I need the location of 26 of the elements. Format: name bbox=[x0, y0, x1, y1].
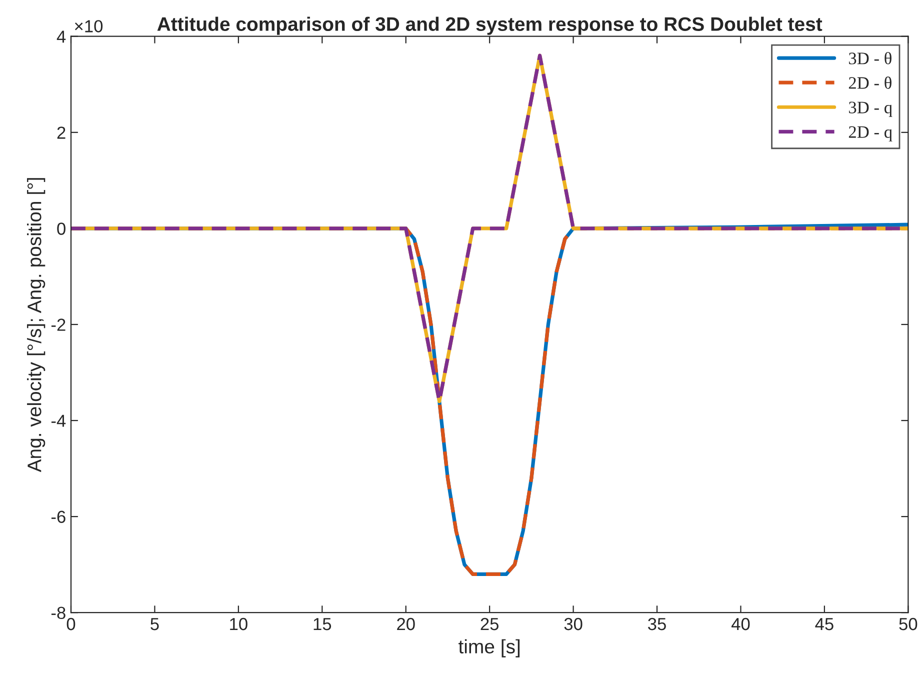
legend-label: 2D - θ bbox=[848, 76, 892, 89]
y-axis-title: Ang. velocity [°/s]; Ang. position [°] bbox=[27, 178, 46, 472]
x-tick-label: 45 bbox=[815, 618, 834, 630]
x-axis-title: time [s] bbox=[458, 639, 520, 658]
y-tick-label: -4 bbox=[51, 414, 66, 427]
y-tick-label: 0 bbox=[57, 222, 66, 235]
x-tick-label: 20 bbox=[397, 618, 415, 630]
y-tick-label: -6 bbox=[51, 510, 66, 524]
y-tick-label: 2 bbox=[57, 126, 66, 139]
text: ×10 bbox=[74, 20, 103, 32]
chart-title: Attitude comparison of 3D and 2D system response to RCS Doublet test bbox=[157, 16, 822, 35]
y-tick-label: -8 bbox=[51, 606, 66, 620]
legend-label: 2D - q bbox=[848, 126, 892, 142]
x-tick-label: 50 bbox=[899, 618, 918, 630]
x-tick-label: 5 bbox=[150, 618, 159, 630]
legend-label: 3D - θ bbox=[849, 52, 892, 64]
x-tick-label: 35 bbox=[648, 618, 666, 630]
y-tick-label: -2 bbox=[51, 318, 66, 331]
y-tick-label: 4 bbox=[56, 30, 66, 43]
x-tick-label: 25 bbox=[480, 618, 499, 630]
x-tick-label: 10 bbox=[230, 618, 248, 630]
x-tick-label: 15 bbox=[314, 618, 332, 630]
x-tick-label: 30 bbox=[564, 618, 582, 630]
x-tick-label: 40 bbox=[731, 618, 750, 630]
x-tick-label: 0 bbox=[66, 618, 76, 630]
legend-label: 3D - q bbox=[849, 102, 892, 117]
